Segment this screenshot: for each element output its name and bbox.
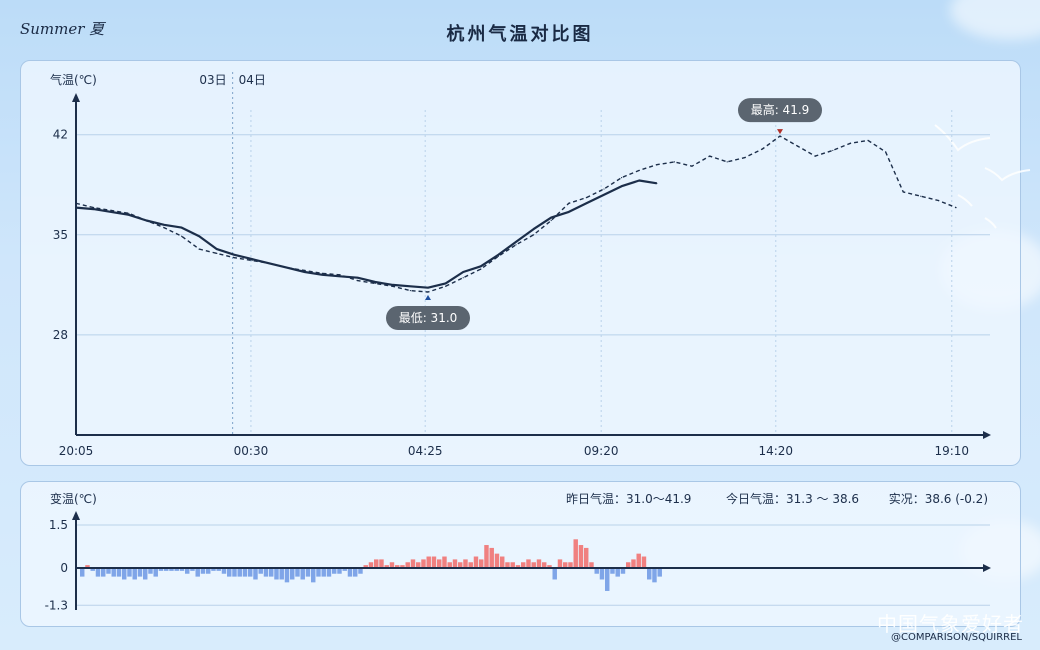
watermark: 中国气象爱好者 (877, 612, 1024, 636)
temperature-change-panel (20, 481, 1021, 627)
credit-label: @COMPARISON/SQUIRREL (891, 632, 1022, 643)
brand-label: Summer 夏 (20, 20, 105, 38)
page-title: 杭州气温对比图 (446, 24, 594, 45)
temperature-panel (20, 60, 1021, 466)
